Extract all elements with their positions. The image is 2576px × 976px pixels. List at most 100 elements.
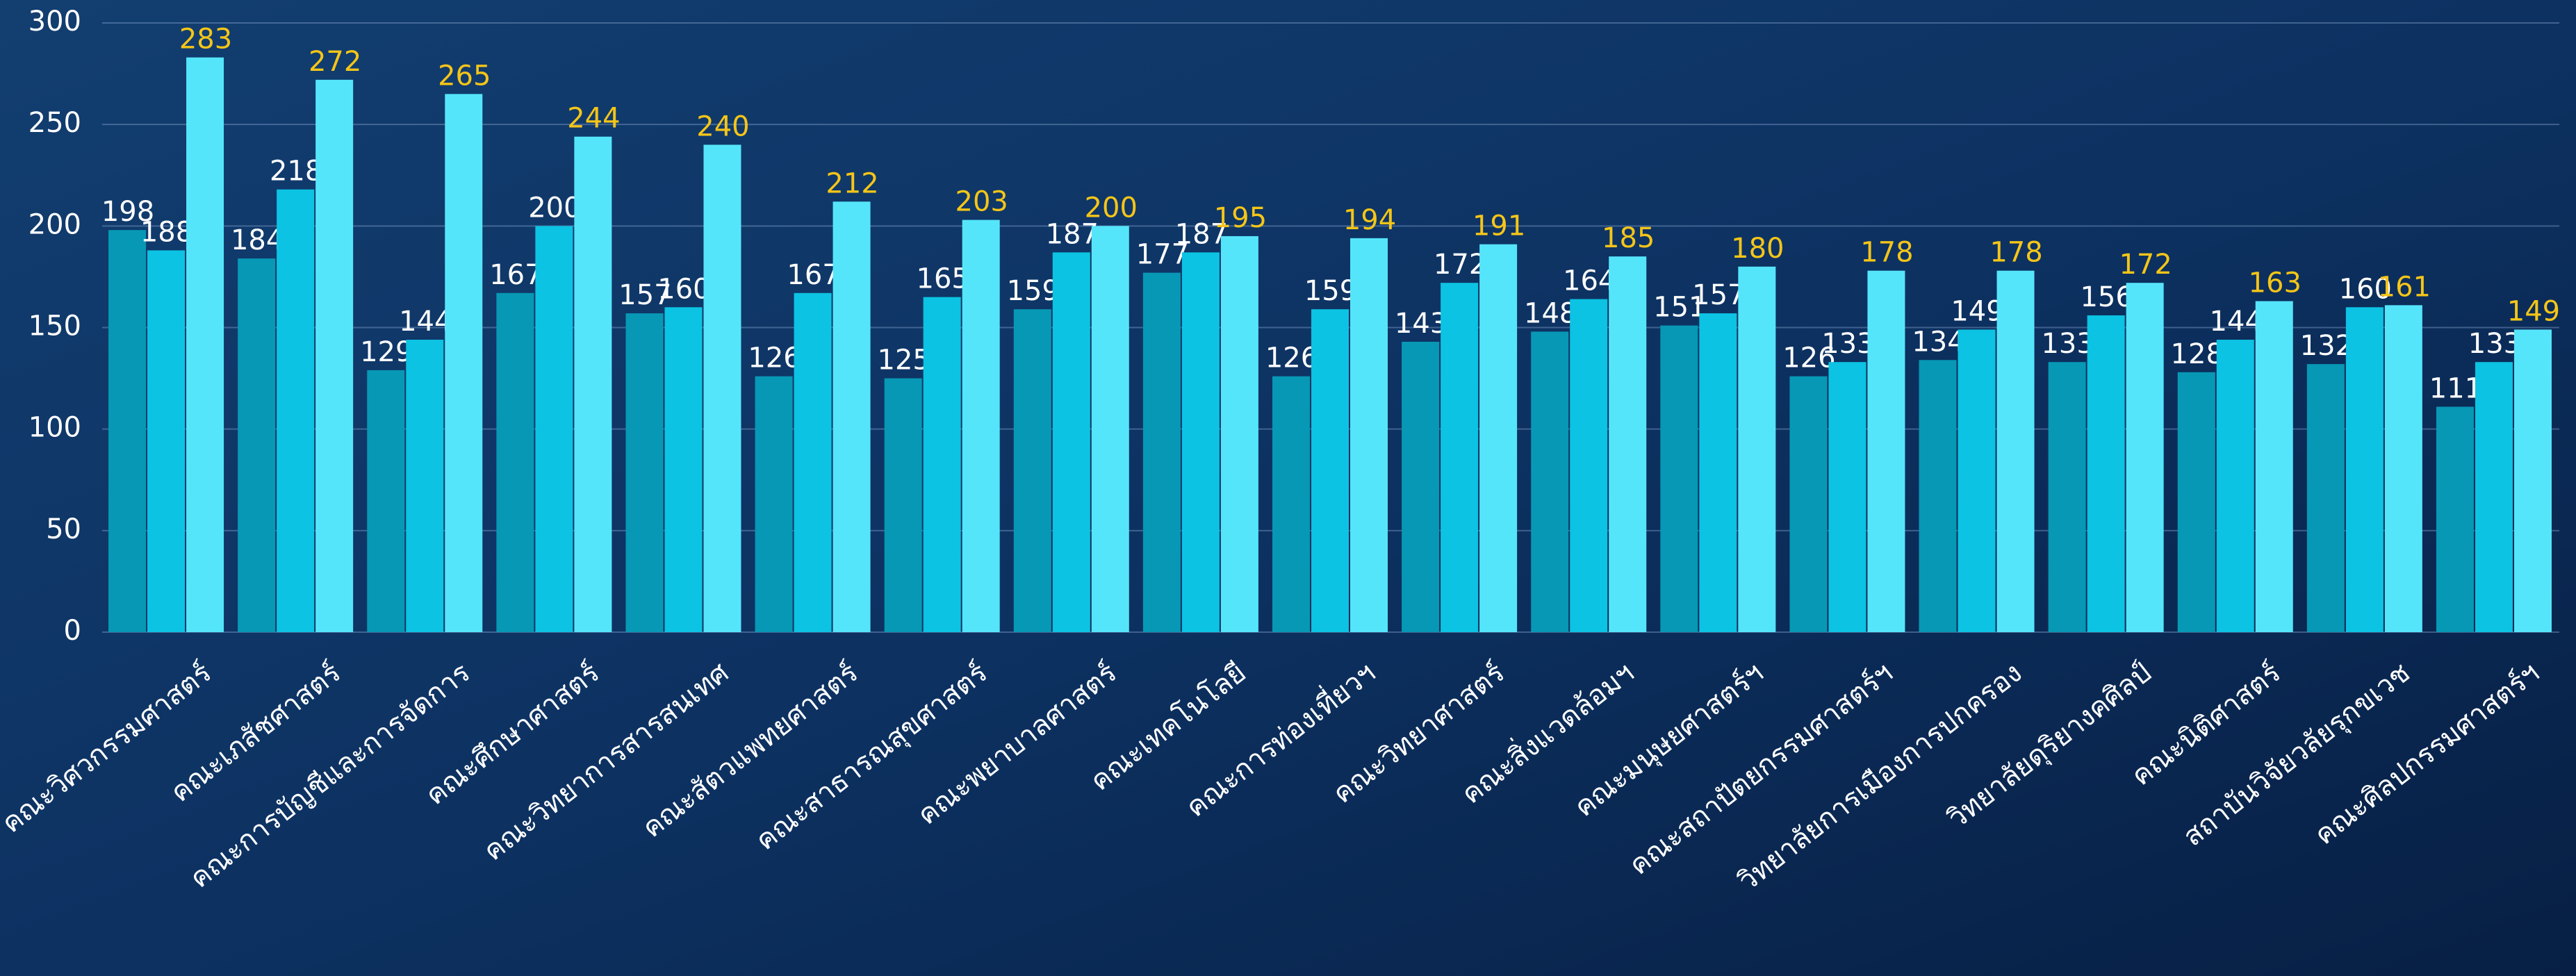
value-label: 185 xyxy=(1602,222,1655,254)
bar xyxy=(1789,376,1828,632)
bar xyxy=(2436,406,2474,632)
bar xyxy=(1919,360,1957,632)
bar xyxy=(1570,299,1608,632)
bar xyxy=(1828,362,1867,632)
bar xyxy=(625,313,664,632)
bar xyxy=(755,376,793,632)
value-label: 218 xyxy=(270,156,322,188)
bar xyxy=(1013,309,1051,632)
value-label: 164 xyxy=(1563,265,1616,297)
bar xyxy=(1441,283,1479,632)
value-label: 129 xyxy=(360,336,413,368)
bar xyxy=(1479,244,1518,633)
bar xyxy=(2475,362,2513,632)
bar xyxy=(1142,272,1181,632)
value-label: 133 xyxy=(2041,328,2094,360)
value-label: 163 xyxy=(2249,267,2302,299)
bar xyxy=(1660,325,1698,632)
bar xyxy=(962,220,1000,632)
bar xyxy=(147,250,186,632)
bar xyxy=(2255,301,2293,632)
value-label: 160 xyxy=(2339,273,2392,305)
value-label: 194 xyxy=(1343,204,1396,236)
value-label: 191 xyxy=(1472,210,1525,242)
bar xyxy=(1052,252,1090,632)
bar xyxy=(664,307,703,632)
value-label: 128 xyxy=(2171,338,2224,370)
bar xyxy=(2384,305,2422,632)
bar xyxy=(1996,270,2035,632)
bar xyxy=(496,292,534,632)
value-label: 172 xyxy=(2119,249,2172,281)
bar xyxy=(1609,256,1647,632)
value-label: 200 xyxy=(528,192,581,224)
value-label: 132 xyxy=(2300,330,2353,362)
value-label: 178 xyxy=(1860,237,1913,269)
value-label: 212 xyxy=(826,167,878,199)
value-label: 149 xyxy=(2507,295,2560,327)
value-label: 272 xyxy=(309,46,361,78)
value-label: 240 xyxy=(696,110,749,142)
value-label: 126 xyxy=(748,342,801,374)
bar xyxy=(703,144,741,632)
value-label: 111 xyxy=(2429,373,2482,405)
value-label: 144 xyxy=(2210,306,2263,338)
value-label: 187 xyxy=(1175,218,1228,250)
bar xyxy=(2345,307,2384,632)
value-label: 167 xyxy=(489,259,542,291)
value-label: 180 xyxy=(1731,233,1784,265)
bar xyxy=(2513,329,2552,632)
bar xyxy=(832,201,871,633)
bar xyxy=(1867,270,1905,632)
bar xyxy=(1531,331,1569,632)
value-label: 265 xyxy=(438,60,491,92)
bar xyxy=(574,136,612,632)
value-label: 165 xyxy=(917,263,969,295)
bar xyxy=(2306,364,2345,632)
bar xyxy=(1091,226,1129,632)
value-label: 172 xyxy=(1434,249,1486,281)
value-label: 244 xyxy=(567,103,620,135)
bar xyxy=(108,230,147,632)
value-label: 177 xyxy=(1136,239,1189,271)
bar xyxy=(238,258,276,632)
bar xyxy=(1350,238,1388,633)
bar xyxy=(2126,283,2164,632)
bar xyxy=(1311,309,1349,632)
value-label: 143 xyxy=(1395,308,1447,340)
bar xyxy=(1272,376,1310,632)
bar xyxy=(535,226,573,632)
bar xyxy=(923,297,961,632)
bar xyxy=(445,94,483,633)
bar xyxy=(2216,340,2254,632)
value-label: 167 xyxy=(787,259,839,291)
bar xyxy=(315,79,354,632)
bar xyxy=(1402,341,1440,632)
bar xyxy=(406,340,444,632)
value-label: 126 xyxy=(1265,342,1318,374)
value-label: 178 xyxy=(1990,237,2042,269)
value-label: 184 xyxy=(231,224,284,256)
value-label: 125 xyxy=(878,345,930,377)
value-label: 156 xyxy=(2080,281,2133,313)
value-label: 133 xyxy=(2468,328,2521,360)
value-label: 149 xyxy=(1951,295,2003,327)
bar xyxy=(1738,266,1776,632)
value-label: 134 xyxy=(1912,326,1964,358)
bar xyxy=(2177,372,2215,632)
value-label: 200 xyxy=(1085,192,1138,224)
value-label: 198 xyxy=(101,196,154,228)
value-label: 159 xyxy=(1304,275,1357,307)
y-tick-label: 100 xyxy=(28,412,81,444)
value-label: 161 xyxy=(2378,271,2431,303)
bar xyxy=(186,57,224,633)
value-label: 151 xyxy=(1653,292,1706,324)
value-label: 188 xyxy=(140,216,193,248)
y-tick-label: 250 xyxy=(28,107,81,139)
value-label: 283 xyxy=(179,24,232,56)
value-label: 144 xyxy=(399,306,452,338)
y-tick-label: 0 xyxy=(64,615,81,647)
bar xyxy=(794,292,832,632)
